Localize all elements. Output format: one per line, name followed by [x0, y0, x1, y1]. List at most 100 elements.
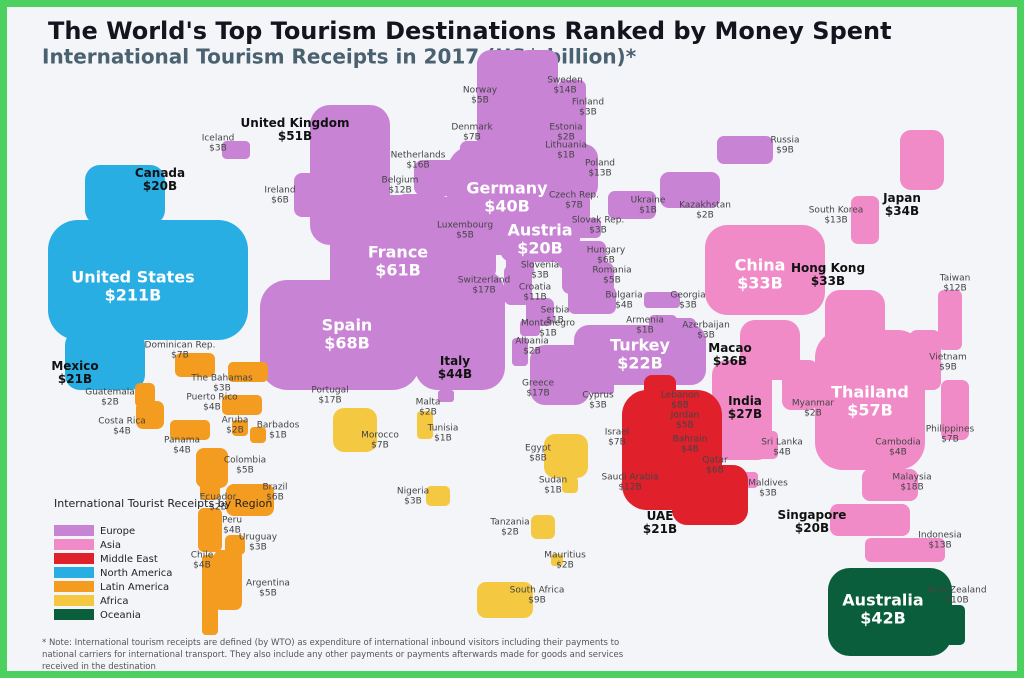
legend-swatch — [54, 581, 94, 592]
country-value: $40B — [484, 196, 530, 215]
country-value: $5B — [676, 420, 694, 430]
country-shape — [417, 411, 433, 439]
country-value: $4B — [203, 402, 221, 412]
country-name: Mexico — [51, 359, 98, 373]
country-value: $4B — [193, 560, 211, 570]
country-name: Italy — [440, 354, 470, 368]
country-name: United Kingdom — [241, 116, 350, 130]
country-name: Saudi Arabia — [601, 473, 658, 483]
note: * Note: International tourism receipts a… — [42, 638, 624, 672]
country-name: Taiwan — [939, 274, 971, 284]
title: The World's Top Tourism Destinations Ran… — [48, 17, 892, 45]
country-name: Netherlands — [391, 151, 446, 161]
legend: International Tourist Receipts by Region… — [54, 497, 272, 621]
country-name: Spain — [322, 316, 373, 335]
country-value: $33B — [737, 273, 783, 292]
country-name: Slovak Rep. — [572, 216, 625, 226]
country-shape — [828, 568, 952, 656]
country-value: $3B — [589, 400, 607, 410]
country-value: $4B — [223, 525, 241, 535]
country-shape — [518, 50, 558, 170]
country-name: Australia — [842, 591, 923, 610]
country-value: $5B — [471, 95, 489, 105]
country-name: Tunisia — [427, 424, 459, 434]
country-name: Cambodia — [875, 438, 921, 448]
country-name: Hong Kong — [791, 261, 865, 275]
country-shape — [85, 165, 165, 225]
country-value: $4B — [113, 426, 131, 436]
country-name: Ecuador — [200, 493, 237, 503]
country-name: South Africa — [510, 586, 565, 596]
legend-label: Middle East — [100, 554, 158, 565]
country-name: Macao — [708, 341, 752, 355]
country-value: $61B — [375, 260, 421, 279]
country-shape — [909, 330, 941, 390]
country-value: $3B — [589, 225, 607, 235]
country-shape — [660, 172, 720, 208]
legend-label: Africa — [100, 596, 129, 607]
country-value: $2B — [696, 210, 714, 220]
country-shape — [862, 469, 918, 501]
country-name: Finland — [572, 98, 604, 108]
country-shape — [546, 122, 566, 138]
country-value: $1B — [546, 315, 564, 325]
country-value: $7B — [171, 350, 189, 360]
country-name: Austria — [507, 221, 572, 240]
country-value: $9B — [776, 145, 794, 155]
country-name: Japan — [882, 191, 921, 205]
country-value: $2B — [501, 527, 519, 537]
country-name: Israel — [605, 428, 630, 438]
country-shape — [226, 484, 274, 516]
country-shape — [200, 480, 220, 500]
country-value: $21B — [643, 522, 677, 536]
country-name: Hungary — [587, 246, 626, 256]
country-shape — [222, 141, 250, 159]
country-value: $4B — [889, 447, 907, 457]
country-name: New Zealand — [927, 586, 986, 596]
country-shape — [900, 130, 944, 190]
country-shape — [170, 420, 210, 440]
legend-swatch — [54, 553, 94, 564]
country-value: $7B — [463, 132, 481, 142]
country-value: $4B — [615, 300, 633, 310]
country-name: Poland — [585, 159, 615, 169]
country-shape — [65, 330, 145, 390]
country-name: Peru — [222, 516, 242, 526]
country-shape — [562, 477, 578, 493]
country-name: Nigeria — [397, 487, 429, 497]
country-shape — [938, 290, 962, 350]
country-name: Panama — [164, 436, 200, 446]
country-name: France — [368, 243, 428, 262]
country-shape — [568, 286, 616, 314]
country-shape — [526, 298, 554, 326]
country-labels: United Kingdom$51BIceland$3BIreland$6BNo… — [51, 76, 986, 628]
country-name: Iceland — [202, 134, 235, 144]
country-value: $51B — [278, 129, 312, 143]
note-text: * Note: International tourism receipts a… — [42, 638, 624, 672]
country-value: $4B — [681, 444, 699, 454]
country-value: $9B — [939, 362, 957, 372]
country-shapes — [48, 50, 969, 656]
country-name: Guatemala — [85, 388, 135, 398]
legend-label: Asia — [100, 540, 121, 551]
country-value: $6B — [271, 195, 289, 205]
country-name: The Bahamas — [190, 374, 253, 384]
country-shape — [574, 325, 706, 385]
country-value: $20B — [795, 521, 829, 535]
country-name: Egypt — [525, 444, 551, 454]
country-value: $17B — [318, 395, 341, 405]
country-value: $7B — [565, 200, 583, 210]
country-shape — [782, 360, 818, 410]
country-shape — [232, 420, 248, 436]
country-name: Ireland — [264, 186, 295, 196]
country-name: Malta — [416, 398, 441, 408]
country-name: Singapore — [778, 508, 847, 522]
country-value: $1B — [636, 325, 654, 335]
country-value: $12B — [388, 185, 411, 195]
country-value: $14B — [553, 85, 576, 95]
country-name: Switzerland — [458, 276, 511, 286]
country-shape — [851, 196, 879, 244]
country-name: Costa Rica — [98, 417, 146, 427]
country-shape — [282, 295, 318, 385]
country-value: $3B — [209, 143, 227, 153]
